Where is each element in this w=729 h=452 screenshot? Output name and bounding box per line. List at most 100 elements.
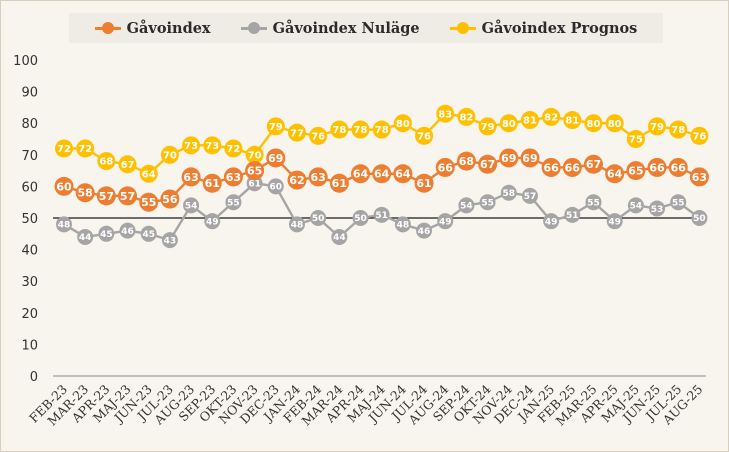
data-label: 64: [607, 168, 623, 181]
data-label: 80: [396, 119, 410, 130]
legend-item: Gåvoindex Nuläge: [240, 20, 420, 37]
data-point: [416, 222, 433, 239]
data-point: [202, 173, 222, 193]
data-point: [647, 157, 667, 177]
data-label: 68: [99, 157, 113, 168]
data-point: [118, 155, 137, 174]
data-label: 69: [501, 152, 516, 165]
data-label: 67: [480, 158, 495, 171]
data-label: 49: [608, 217, 621, 227]
y-tick-label: 40: [21, 244, 38, 259]
data-label: 66: [543, 161, 559, 174]
data-point: [245, 145, 264, 164]
data-label: 78: [375, 125, 389, 136]
data-point: [606, 213, 623, 230]
legend-label: Gåvoindex Prognos: [481, 19, 638, 37]
data-label: 67: [121, 160, 135, 171]
data-point: [308, 167, 328, 187]
chart-legend: Gåvoindex Gåvoindex Nuläge Gåvoindex Progn…: [69, 13, 663, 43]
data-label: 72: [226, 144, 240, 155]
data-point: [670, 194, 687, 211]
data-label: 75: [629, 135, 643, 146]
data-point: [562, 157, 582, 177]
data-label: 72: [78, 144, 92, 155]
data-point: [330, 120, 349, 139]
data-point: [479, 194, 496, 211]
data-point: [182, 136, 201, 155]
data-point: [458, 197, 475, 214]
data-label: 58: [78, 187, 93, 200]
data-point: [224, 139, 243, 158]
data-label: 55: [141, 196, 156, 209]
data-point: [351, 164, 371, 184]
legend-swatch: [449, 22, 476, 34]
data-point: [225, 194, 242, 211]
data-point: [541, 157, 561, 177]
data-point: [181, 167, 201, 187]
data-point: [478, 117, 497, 136]
data-label: 77: [290, 128, 304, 139]
data-point: [690, 126, 709, 145]
data-point: [160, 145, 179, 164]
data-point: [98, 225, 115, 242]
data-label: 76: [692, 131, 706, 142]
data-label: 56: [162, 193, 178, 206]
data-label: 79: [269, 122, 283, 133]
data-label: 64: [374, 168, 390, 181]
data-label: 73: [205, 141, 219, 152]
data-point: [456, 151, 476, 171]
data-label: 48: [397, 221, 410, 231]
data-label: 43: [164, 236, 177, 246]
data-label: 46: [418, 227, 431, 237]
data-point: [161, 232, 178, 249]
data-point: [393, 114, 412, 133]
data-point: [626, 130, 645, 148]
data-label: 45: [100, 230, 113, 240]
data-label: 57: [524, 192, 537, 202]
y-tick-label: 10: [21, 338, 38, 353]
data-label: 48: [291, 221, 304, 231]
data-label: 69: [268, 152, 283, 165]
data-label: 82: [459, 112, 473, 123]
data-label: 81: [523, 116, 537, 127]
data-point: [223, 167, 243, 187]
data-point: [245, 161, 265, 181]
data-label: 70: [248, 150, 262, 161]
y-tick-label: 50: [21, 212, 38, 227]
data-point: [183, 197, 200, 214]
data-point: [521, 187, 538, 204]
data-label: 81: [565, 116, 579, 127]
data-label: 46: [121, 227, 134, 237]
data-point: [584, 114, 603, 133]
data-point: [266, 148, 286, 168]
data-point: [626, 161, 646, 181]
data-point: [160, 189, 180, 209]
data-label: 68: [459, 155, 474, 168]
data-point: [436, 104, 455, 123]
data-label: 55: [227, 198, 240, 208]
data-point: [54, 176, 74, 196]
data-label: 79: [650, 122, 664, 133]
data-label: 50: [312, 214, 325, 224]
data-point: [267, 178, 284, 195]
data-point: [649, 200, 666, 217]
data-label: 54: [185, 202, 198, 212]
data-label: 49: [206, 217, 219, 227]
data-point: [203, 136, 222, 155]
data-point: [139, 192, 159, 212]
data-point: [393, 164, 413, 184]
data-point: [97, 152, 116, 171]
data-label: 54: [630, 202, 643, 212]
data-label: 60: [270, 183, 283, 193]
data-point: [310, 210, 327, 226]
data-point: [372, 164, 392, 184]
y-tick-label: 70: [21, 149, 38, 164]
data-point: [605, 114, 624, 133]
data-label: 64: [142, 169, 156, 180]
data-point: [140, 225, 157, 242]
data-point: [139, 164, 158, 183]
data-label: 66: [649, 161, 665, 174]
data-point: [329, 173, 349, 193]
data-label: 66: [671, 161, 687, 174]
data-point: [542, 107, 561, 126]
